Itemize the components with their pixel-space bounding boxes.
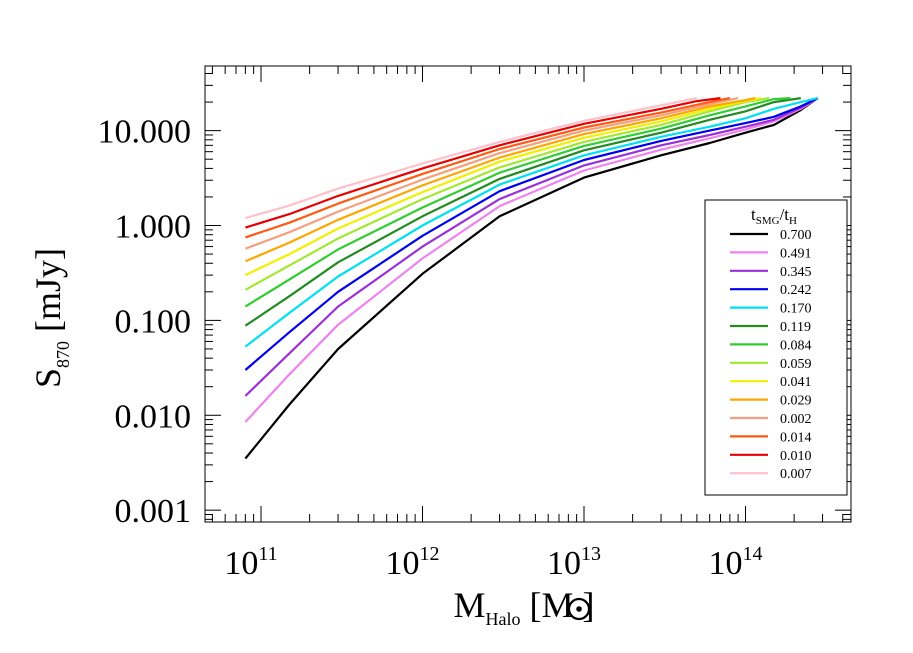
sun-symbol-icon <box>567 597 591 621</box>
legend-label: 0.041 <box>780 375 812 390</box>
legend-title: tSMG/tH <box>751 205 797 227</box>
y-tick-label: 10.000 <box>98 114 192 151</box>
series-line-10 <box>245 97 739 250</box>
legend-label: 0.700 <box>780 228 812 243</box>
series-line-5 <box>244 97 801 327</box>
series-line-2 <box>244 97 819 397</box>
x-axis-label: MHalo [M ] <box>453 585 594 629</box>
legend-label: 0.014 <box>780 430 812 445</box>
plot-area <box>244 97 819 460</box>
legend-label: 0.170 <box>780 302 812 317</box>
plot-frame <box>204 65 852 523</box>
legend-label: 0.059 <box>780 357 812 372</box>
legend-label: 0.002 <box>780 412 812 427</box>
series-line-1 <box>244 97 819 423</box>
y-tick-label: 0.100 <box>115 303 192 340</box>
legend-label: 0.029 <box>780 394 812 409</box>
series-line-8 <box>244 97 762 277</box>
legend-label: 0.119 <box>780 320 811 335</box>
y-tick-label: 1.000 <box>115 209 192 246</box>
legend: tSMG/tH 0.7000.4910.3450.2420.1700.1190.… <box>704 199 848 496</box>
series-line-3 <box>244 97 819 371</box>
series-line-4 <box>244 97 818 348</box>
legend-label: 0.084 <box>780 338 812 353</box>
series-line-13 <box>245 97 698 220</box>
legend-label: 0.007 <box>780 467 812 482</box>
x-tick-label: 1012 <box>386 543 440 582</box>
series-line-0 <box>244 97 819 460</box>
series-line-11 <box>245 97 731 239</box>
x-tick-label: 1011 <box>224 543 277 582</box>
x-tick-label: 1014 <box>709 543 763 582</box>
series-line-12 <box>245 97 721 229</box>
legend-box <box>704 199 848 496</box>
legend-label: 0.345 <box>780 265 812 280</box>
y-axis-label: S870 [mJy] <box>28 248 73 388</box>
legend-label: 0.010 <box>780 449 812 464</box>
y-tick-label: 0.010 <box>115 398 192 435</box>
series-line-9 <box>244 97 756 263</box>
legend-label: 0.242 <box>780 283 812 298</box>
legend-label: 0.491 <box>780 246 812 261</box>
series-line-7 <box>244 97 770 291</box>
x-tick-label: 1013 <box>547 543 601 582</box>
series-line-6 <box>244 97 791 308</box>
x-tick-labels: 1011 1012 1013 1014 <box>224 543 762 582</box>
y-tick-labels: 0.001 0.010 0.100 1.000 10.000 <box>98 114 192 531</box>
legend-items: 0.700 0.491 0.345 0.242 0.170 0.119 0.084 0.059… <box>730 228 812 482</box>
y-tick-label: 0.001 <box>115 493 192 530</box>
